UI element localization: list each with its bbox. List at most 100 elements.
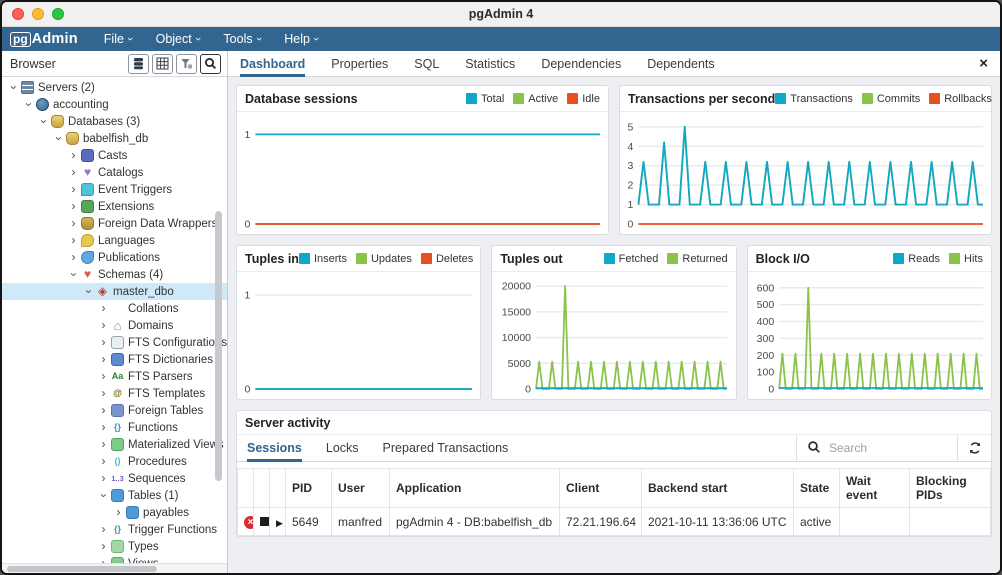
chevron-down-icon[interactable]: ›: [97, 493, 111, 498]
tab-dashboard[interactable]: Dashboard: [240, 51, 306, 77]
chevron-right-icon[interactable]: ›: [71, 250, 76, 264]
chart-plot: 0 1 2 3 4 5: [620, 112, 991, 234]
tab-dependencies[interactable]: Dependencies: [541, 56, 622, 71]
chevron-right-icon[interactable]: ›: [71, 199, 76, 213]
tree-item-label: Functions: [128, 421, 178, 434]
tree-item-servers-2[interactable]: › Servers (2): [2, 79, 227, 96]
menu-file[interactable]: File ›: [103, 32, 136, 46]
cancel-query-icon[interactable]: [260, 516, 269, 526]
chevron-right-icon[interactable]: ›: [71, 216, 76, 230]
chevron-right-icon[interactable]: ›: [101, 420, 106, 434]
menu-help[interactable]: Help ›: [284, 32, 322, 46]
trigger-functions-icon: {}: [113, 524, 121, 534]
tree-item-fts-dictionaries[interactable]: › FTS Dictionaries: [2, 351, 227, 368]
chevron-right-icon[interactable]: ›: [101, 386, 106, 400]
tree-item-extensions[interactable]: › Extensions: [2, 198, 227, 215]
chevron-right-icon[interactable]: ›: [101, 301, 106, 315]
tree-item-casts[interactable]: › Casts: [2, 147, 227, 164]
tree-item-babelfish-db[interactable]: › babelfish_db: [2, 130, 227, 147]
expand-row-icon[interactable]: ▶: [276, 517, 283, 528]
search-icon[interactable]: [200, 53, 221, 74]
tree-item-fts-templates[interactable]: › @ FTS Templates: [2, 385, 227, 402]
tree-item-collations[interactable]: › A Collations: [2, 300, 227, 317]
zoom-window-button[interactable]: [52, 8, 64, 20]
tree-item-publications[interactable]: › Publications: [2, 249, 227, 266]
chevron-right-icon[interactable]: ›: [101, 437, 106, 451]
legend-item-active: Active: [513, 93, 558, 105]
menu-object[interactable]: Object ›: [155, 32, 204, 46]
tree-item-fts-configurations[interactable]: › FTS Configurations: [2, 334, 227, 351]
chevron-down-icon[interactable]: ›: [22, 102, 36, 107]
tab-statistics[interactable]: Statistics: [465, 56, 516, 71]
tree-item-languages[interactable]: › Languages: [2, 232, 227, 249]
scrollbar-thumb[interactable]: [215, 211, 222, 481]
vertical-scrollbar[interactable]: [215, 211, 222, 481]
tree-item-label: Trigger Functions: [128, 523, 218, 536]
tab-sessions[interactable]: Sessions: [247, 435, 302, 462]
filter-icon[interactable]: [176, 53, 197, 74]
tree-item-event-triggers[interactable]: › Event Triggers: [2, 181, 227, 198]
chevron-right-icon[interactable]: ›: [101, 454, 106, 468]
series-hits: [777, 286, 983, 390]
refresh-icon[interactable]: [957, 435, 991, 461]
chevron-right-icon[interactable]: ›: [101, 522, 106, 536]
tree-item-catalogs[interactable]: › ♥ Catalogs: [2, 164, 227, 181]
chevron-right-icon[interactable]: ›: [71, 182, 76, 196]
chevron-right-icon[interactable]: ›: [71, 148, 76, 162]
object-explorer-icon[interactable]: [128, 53, 149, 74]
chevron-down-icon[interactable]: ›: [52, 136, 66, 141]
tab-properties[interactable]: Properties: [331, 56, 389, 71]
tab-prepared-transactions[interactable]: Prepared Transactions: [382, 441, 509, 455]
tree-item-views[interactable]: › Views: [2, 555, 227, 563]
chevron-right-icon[interactable]: ›: [101, 403, 106, 417]
chart-plot: 0 5000 10000 15000 20000: [492, 272, 735, 399]
chevron-right-icon[interactable]: ›: [101, 352, 106, 366]
tree-item-schemas-4[interactable]: › ♥ Schemas (4): [2, 266, 227, 283]
menu-tools[interactable]: Tools ›: [223, 32, 265, 46]
tree-item-label: FTS Parsers: [128, 370, 193, 383]
tree-item-sequences[interactable]: › 1..3 Sequences: [2, 470, 227, 487]
tree-item-trigger-functions[interactable]: › {} Trigger Functions: [2, 521, 227, 538]
chevron-down-icon[interactable]: ›: [7, 85, 21, 90]
tab-locks[interactable]: Locks: [325, 441, 359, 455]
chevron-right-icon[interactable]: ›: [101, 471, 106, 485]
tree-item-tables-1[interactable]: › Tables (1): [2, 487, 227, 504]
terminate-icon[interactable]: ×: [244, 516, 253, 529]
chevron-right-icon[interactable]: ›: [101, 539, 106, 553]
tree-item-types[interactable]: › Types: [2, 538, 227, 555]
legend-swatch: [420, 253, 432, 264]
tree-item-payables[interactable]: › payables: [2, 504, 227, 521]
tab-sql[interactable]: SQL: [414, 56, 440, 71]
scrollbar-thumb[interactable]: [7, 565, 157, 572]
chevron-right-icon[interactable]: ›: [101, 335, 106, 349]
legend-swatch: [929, 93, 941, 104]
chevron-right-icon[interactable]: ›: [71, 165, 76, 179]
chevron-right-icon[interactable]: ›: [116, 505, 121, 519]
close-window-button[interactable]: [12, 8, 24, 20]
chevron-down-icon[interactable]: ›: [67, 272, 81, 277]
chevron-down-icon[interactable]: ›: [37, 119, 51, 124]
tree-item-procedures[interactable]: › () Procedures: [2, 453, 227, 470]
tree-item-materialized-views[interactable]: › Materialized Views: [2, 436, 227, 453]
tree-item-foreign-tables[interactable]: › Foreign Tables: [2, 402, 227, 419]
tree-item-accounting[interactable]: › accounting: [2, 96, 227, 113]
chevron-right-icon[interactable]: ›: [101, 369, 106, 383]
tree-item-domains[interactable]: › ⌂ Domains: [2, 317, 227, 334]
tree-item-databases-3[interactable]: › Databases (3): [2, 113, 227, 130]
chevron-right-icon[interactable]: ›: [71, 233, 76, 247]
tree-item-label: Casts: [98, 149, 128, 162]
search-input[interactable]: [829, 441, 947, 455]
chevron-right-icon[interactable]: ›: [101, 318, 106, 332]
tab-dependents[interactable]: Dependents: [647, 56, 715, 71]
tree-item-foreign-data-wrappers[interactable]: › Foreign Data Wrappers: [2, 215, 227, 232]
chevron-right-icon[interactable]: ›: [101, 556, 106, 563]
tree-item-functions[interactable]: › {} Functions: [2, 419, 227, 436]
horizontal-scrollbar[interactable]: [2, 563, 227, 573]
minimize-window-button[interactable]: [32, 8, 44, 20]
chevron-down-icon[interactable]: ›: [82, 289, 96, 294]
tree-item-fts-parsers[interactable]: › Aa FTS Parsers: [2, 368, 227, 385]
tree-item-master-dbo[interactable]: › ◈ master_dbo: [2, 283, 227, 300]
close-icon[interactable]: ×: [979, 54, 988, 72]
grid-view-icon[interactable]: [152, 53, 173, 74]
